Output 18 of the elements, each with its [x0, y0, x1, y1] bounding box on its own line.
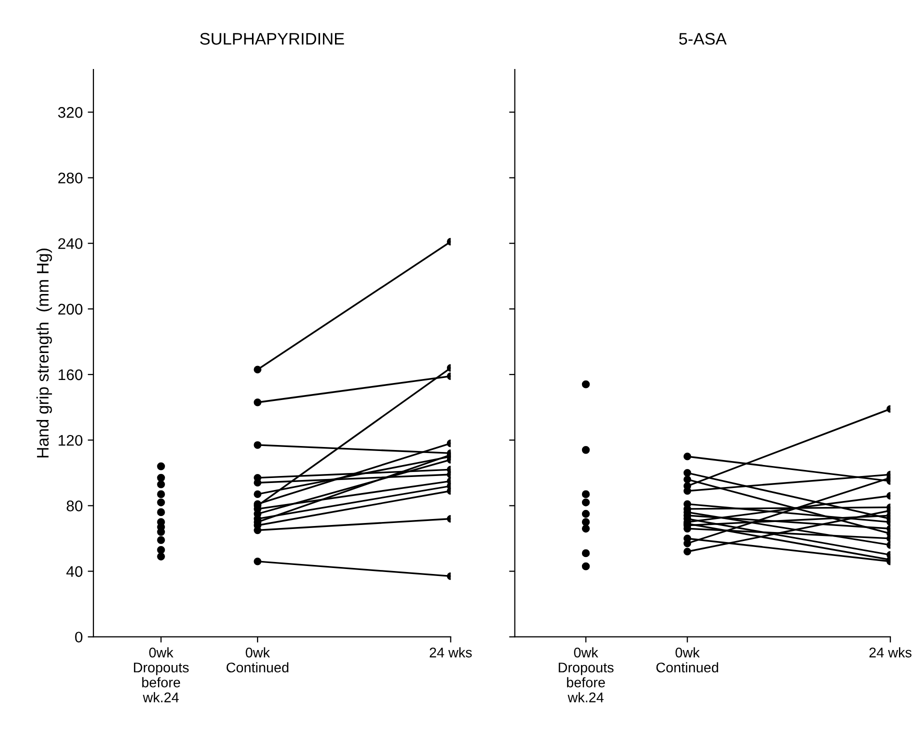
y-axis-title: Hand grip strength (mm Hg) — [36, 248, 52, 458]
x-tick-label: 0wk Continued — [226, 647, 288, 672]
x-tick-label: 0wk Dropouts before wk.24 — [558, 647, 614, 702]
y-tick-label: 280 — [58, 172, 82, 184]
y-tick-label: 160 — [58, 369, 82, 380]
x-tick-label: 24 wks — [430, 647, 472, 658]
chart-title: 5-ASA — [679, 32, 727, 45]
y-tick-label: 120 — [58, 434, 82, 446]
x-tick-label: 0wk Dropouts before wk.24 — [134, 647, 189, 702]
y-tick-label: 40 — [66, 566, 82, 577]
x-tick-label: 24 wks — [869, 647, 912, 658]
y-tick-label: 0 — [75, 632, 82, 643]
y-tick-label: 320 — [58, 107, 82, 118]
y-tick-label: 200 — [58, 304, 82, 315]
y-tick-label: 80 — [66, 500, 82, 512]
chart-title: SULPHAPYRIDINE — [200, 32, 344, 45]
x-tick-label: 0wk Continued — [656, 647, 718, 672]
y-tick-label: 240 — [58, 238, 82, 250]
